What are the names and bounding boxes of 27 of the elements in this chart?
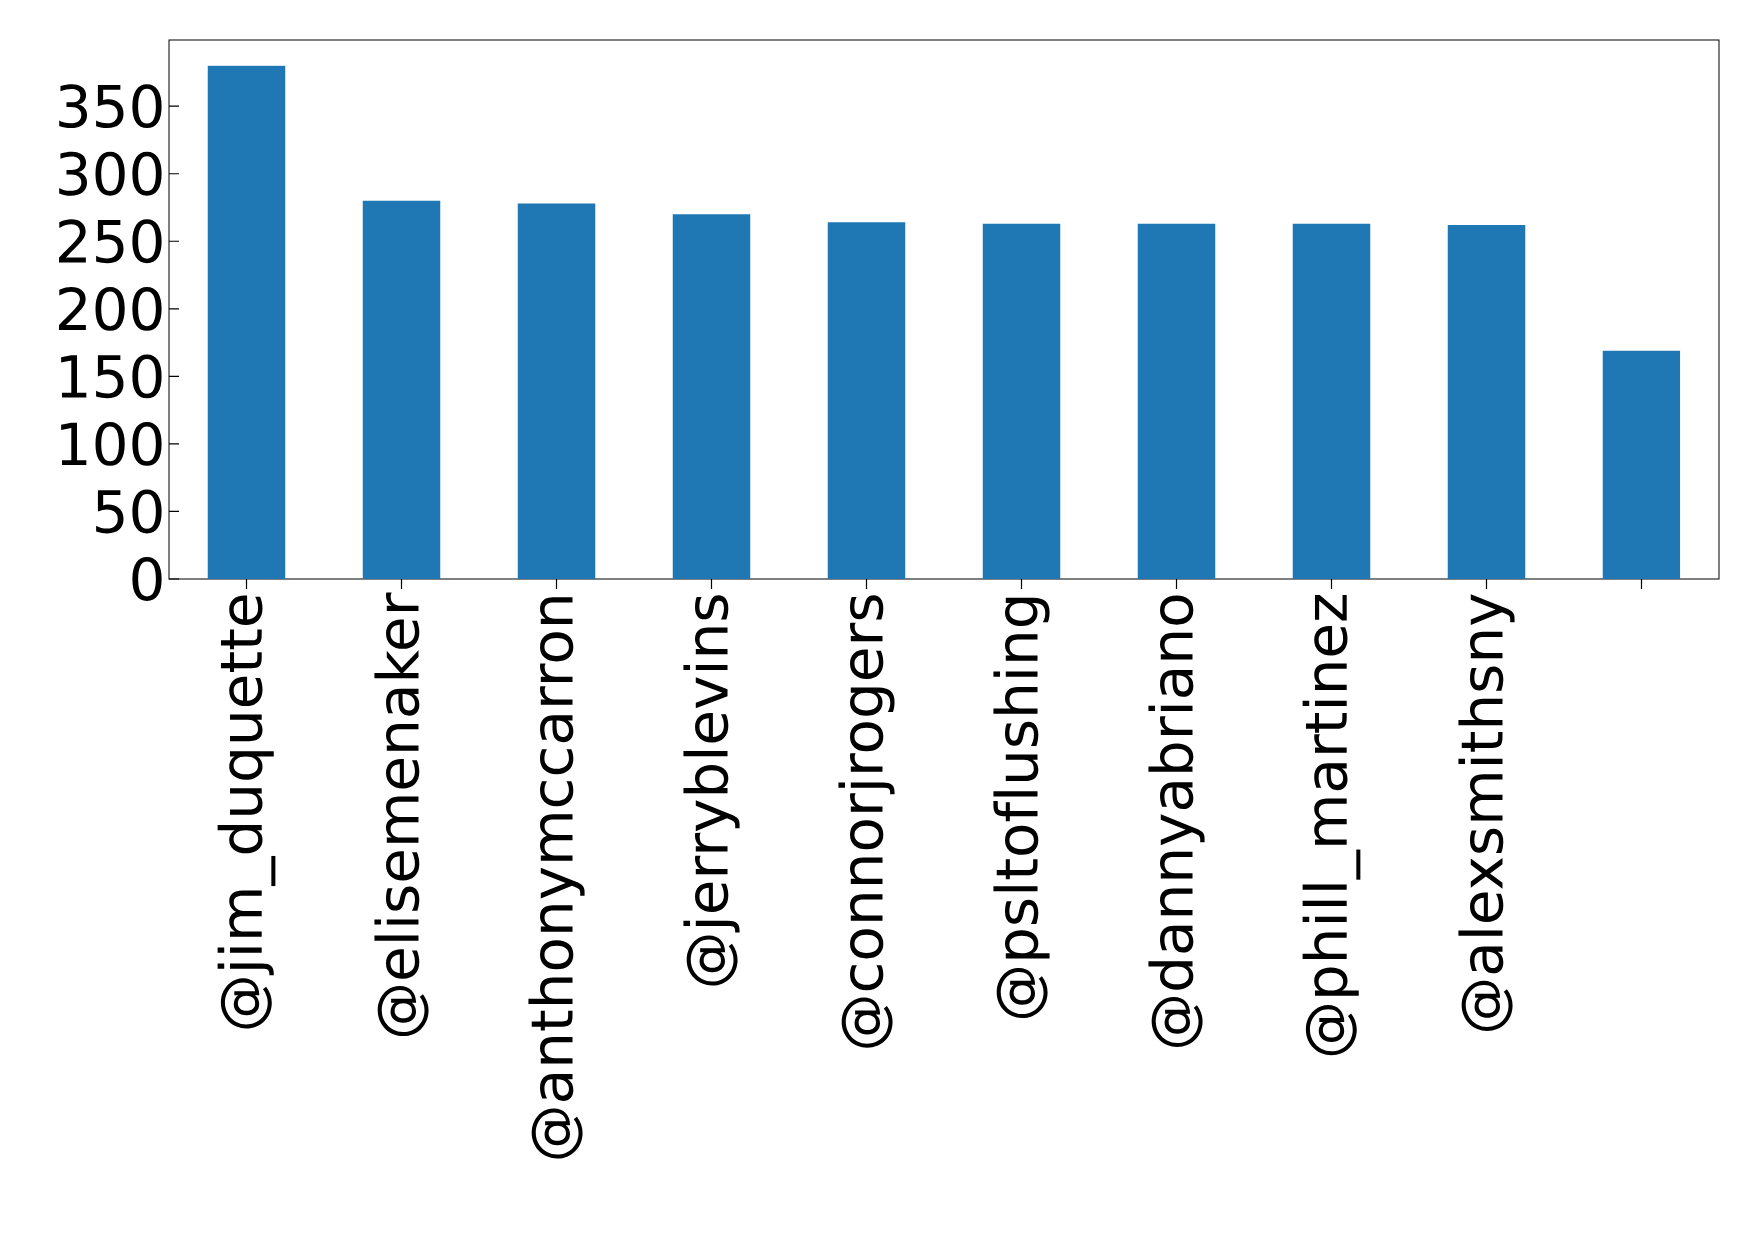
y-tick-label: 50 [96,489,162,534]
y-tick-label: 250 [59,219,162,264]
y-tick-label: 100 [61,421,162,466]
x-tick-label: @jerryblevins [683,595,740,986]
bar [362,200,441,579]
x-tick-label: @alexsmithsny [1458,594,1515,1031]
x-tick-label: @psltoflushing [993,597,1050,1019]
x-tick-label: @connorjrogers [838,595,895,1048]
bar [207,65,286,579]
y-tick-label: 150 [61,354,162,399]
bar [1292,223,1371,579]
y-tick-label: 350 [59,84,162,129]
y-tick-label: 0 [132,557,162,601]
bar [517,203,596,579]
y-tick-label: 300 [59,151,162,196]
y-tick-label: 200 [59,286,162,331]
x-tick-label: @jim_duquette [217,595,276,1029]
bar [827,222,906,579]
x-tick-label: @phill_martinez [1302,594,1361,1056]
bar [1602,350,1681,579]
x-tick-label: @elisemenaker [374,592,429,1037]
bar [1447,225,1526,579]
bar [672,214,751,579]
x-tick-label: @anthonymccarron [528,597,585,1159]
x-tick-label: @dannyabriano [1148,595,1205,1048]
bar [1137,223,1216,579]
bar [982,223,1061,579]
